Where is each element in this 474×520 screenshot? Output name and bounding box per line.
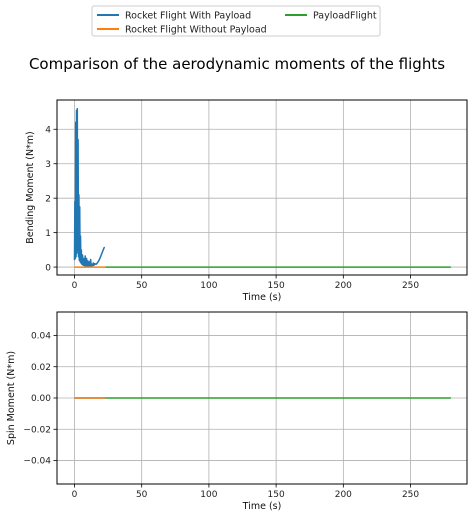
chart-title: Comparison of the aerodynamic moments of… — [29, 55, 445, 73]
legend-entry-with-payload: Rocket Flight With Payload — [97, 11, 251, 22]
bending-xtick-label: 0 — [72, 281, 78, 291]
spin-x-axis-label: Time (s) — [242, 501, 282, 512]
bending-ytick-label: 1 — [45, 229, 51, 239]
bending-ytick-label: 3 — [45, 160, 51, 170]
spin-xtick-label: 0 — [72, 490, 78, 500]
spin-ytick-label: −0.02 — [23, 425, 51, 435]
bending-ytick-label: 0 — [45, 263, 51, 273]
spin-xtick-label: 50 — [136, 490, 148, 500]
bending-y-axis-label: Bending Moment (N*m) — [25, 131, 36, 244]
bending-ytick-label: 4 — [45, 125, 51, 135]
bending-xtick-label: 100 — [200, 281, 217, 291]
spin-xtick-label: 100 — [200, 490, 217, 500]
spin-ytick-label: 0.02 — [31, 363, 51, 373]
spin-xtick-label: 250 — [402, 490, 419, 500]
spin-ytick-label: 0.00 — [31, 394, 51, 404]
legend-entry-without-payload: Rocket Flight Without Payload — [97, 25, 267, 36]
spin-xtick-label: 200 — [335, 490, 352, 500]
bending-moment-plot: 0 50 100 150 200 250 0 1 2 3 4 Time (s) Bending Mome… — [25, 99, 468, 303]
bending-xtick-label: 250 — [402, 281, 419, 291]
spin-y-axis-label: Spin Moment (N*m) — [6, 351, 17, 445]
bending-xtick-label: 200 — [335, 281, 352, 291]
bending-xtick-label: 50 — [136, 281, 148, 291]
legend-entry-payload-flight: PayloadFlight — [285, 11, 377, 22]
legend-label-with-payload: Rocket Flight With Payload — [125, 11, 251, 22]
bending-axes-frame — [56, 99, 468, 276]
spin-ytick-label: −0.04 — [23, 457, 51, 467]
legend-frame — [91, 5, 381, 37]
bending-series-line-with-payload — [73, 107, 106, 268]
spin-ytick-label: 0.04 — [31, 332, 51, 342]
bending-xtick-label: 150 — [268, 281, 285, 291]
bending-x-axis-label: Time (s) — [242, 292, 282, 303]
spin-moment-plot: 0 50 100 150 200 250 −0.04 −0.02 0.00 0.02 0.04 Tim… — [6, 311, 468, 512]
legend: Rocket Flight With Payload Rocket Flight… — [91, 5, 381, 37]
bending-ytick-label: 2 — [45, 194, 51, 204]
legend-label-payload-flight: PayloadFlight — [313, 11, 377, 22]
spin-xtick-label: 150 — [268, 490, 285, 500]
legend-label-without-payload: Rocket Flight Without Payload — [125, 25, 267, 36]
